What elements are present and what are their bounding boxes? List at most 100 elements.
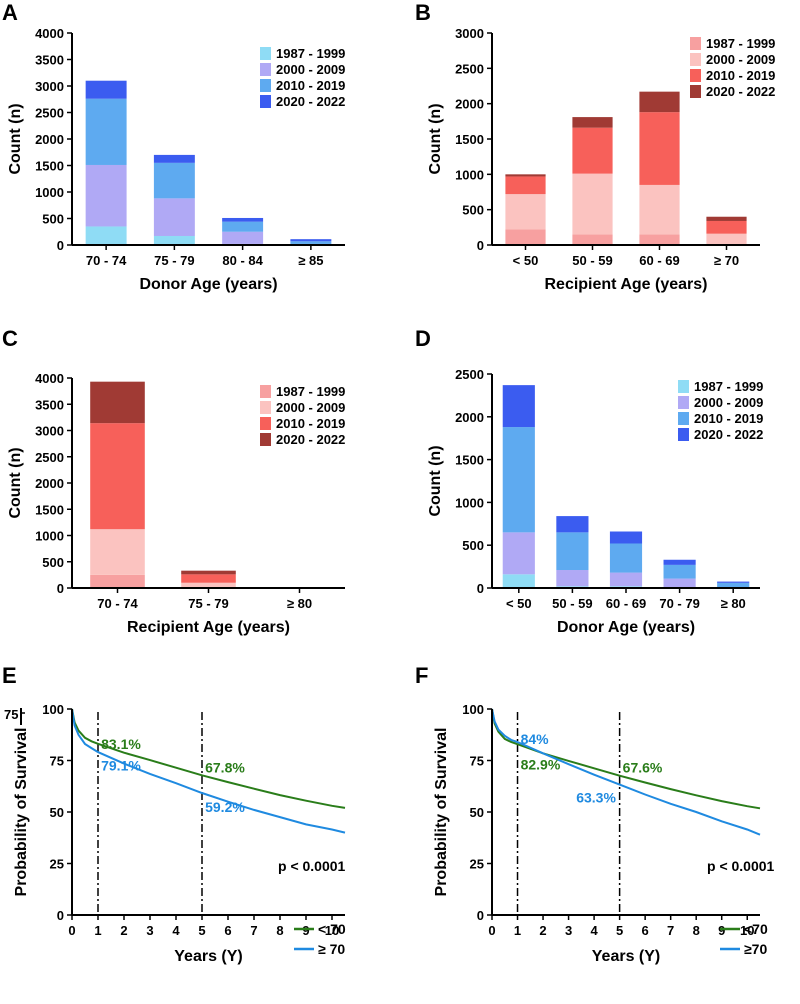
panel-a-bar-segment — [153, 162, 195, 199]
panel-e-y-axis-title: Probability of Survival — [13, 728, 30, 897]
panel-letter-f: F — [415, 663, 428, 688]
panel-f-legend-label: ≥70 — [744, 941, 767, 957]
panel-b-bar-segment — [505, 194, 546, 230]
panel-d-y-tick-label: 2000 — [455, 410, 484, 425]
panel-d-bar-segment — [717, 582, 750, 588]
panel-f-y-tick-label: 25 — [470, 857, 484, 872]
panel-letter-c: C — [2, 326, 18, 351]
panel-c-bar-segment — [90, 529, 145, 575]
panel-b-bar-segment — [706, 216, 747, 221]
panel-f-x-tick-label: 10 — [740, 923, 754, 938]
panel-c-y-tick-label: 2000 — [35, 476, 64, 491]
panel-d-legend-label: 1987 - 1999 — [694, 379, 763, 394]
panel-d-bar-segment — [663, 564, 696, 579]
panel-a-x-tick-label: ≥ 85 — [298, 253, 323, 268]
panel-d-legend-swatch — [678, 412, 689, 425]
panel-a-bar-segment — [290, 239, 332, 242]
panel-e-x-tick-label: 3 — [146, 923, 153, 938]
panel-c: 0 500 1000 1500 2000 2500 3000 3500 4000 Recipien… — [7, 371, 345, 636]
panel-e-x-tick-label: 2 — [120, 923, 127, 938]
panel-c-x-tick-label: ≥ 80 — [287, 596, 312, 611]
panel-c-x-tick-label: 75 - 79 — [188, 596, 228, 611]
panel-c-bar-segment — [181, 574, 236, 583]
panel-c-y-tick-label: 500 — [42, 555, 64, 570]
panel-c-legend-swatch — [260, 385, 271, 398]
panel-b-y-tick-label: 3000 — [455, 26, 484, 41]
panel-d-legend-swatch — [678, 428, 689, 441]
panel-a-x-tick-label: 70 - 74 — [86, 253, 127, 268]
panel-a-legend-label: 1987 - 1999 — [276, 46, 345, 61]
panel-f-curve-under-70 — [491, 708, 761, 810]
panel-b-bar-segment — [505, 229, 546, 245]
panel-b-bar-segment — [639, 112, 680, 185]
panel-c-bar-segment — [181, 570, 236, 575]
panel-c-legend-label: 2000 - 2009 — [276, 400, 345, 415]
panel-d-bar-segment — [502, 385, 535, 428]
panel-c-bar-segment — [181, 582, 236, 588]
panel-f-x-tick-label: 3 — [565, 923, 572, 938]
panel-b-legend-swatch — [690, 37, 701, 50]
panel-a-legend-swatch — [260, 63, 271, 76]
panel-d-bar-segment — [556, 516, 589, 533]
panel-c-legend-swatch — [260, 417, 271, 430]
panel-e-x-tick-label: 8 — [276, 923, 283, 938]
panel-b-bar-segment — [505, 176, 546, 195]
panel-letter-d: D — [415, 326, 431, 351]
panel-c-legend-swatch — [260, 401, 271, 414]
panel-f-y-tick-label: 75 — [470, 754, 484, 769]
panel-e-annotation: 59.2% — [205, 799, 245, 815]
panel-b-legend-label: 2000 - 2009 — [706, 52, 775, 67]
panel-c-bar-segment — [90, 381, 145, 424]
panel-e-x-axis-title: Years (Y) — [174, 948, 242, 965]
panel-a-x-axis-title: Donor Age (years) — [139, 276, 277, 293]
panel-d-legend-label: 2020 - 2022 — [694, 427, 763, 442]
panel-c-y-tick-label: 2500 — [35, 450, 64, 465]
panel-b-x-axis-title: Recipient Age (years) — [544, 276, 707, 293]
panel-a-y-tick-label: 0 — [57, 238, 64, 253]
panel-c-y-tick-label: 1000 — [35, 529, 64, 544]
panel-b-y-tick-label: 1000 — [455, 167, 484, 182]
panel-e-y-tick-label: 25 — [50, 857, 64, 872]
stray-axis-label: 75 — [4, 707, 18, 722]
panel-d-bar-segment — [502, 574, 535, 588]
panel-f-y-axis-title: Probability of Survival — [433, 728, 450, 897]
panel-c-y-tick-label: 1500 — [35, 502, 64, 517]
panel-a-y-tick-label: 2500 — [35, 106, 64, 121]
panel-e-annotation: 83.1% — [101, 736, 141, 752]
panel-c-bar-segment — [90, 574, 145, 588]
panel-d-x-tick-label: < 50 — [506, 596, 532, 611]
panel-a-bar-segment — [153, 235, 195, 245]
panel-d-x-tick-label: 60 - 69 — [606, 596, 646, 611]
panel-a-legend-label: 2000 - 2009 — [276, 62, 345, 77]
panel-d-y-tick-label: 1000 — [455, 495, 484, 510]
panel-letter-e: E — [2, 663, 17, 688]
panel-a-y-tick-label: 500 — [42, 212, 64, 227]
panel-d-bar-segment — [556, 532, 589, 571]
panel-b-bar-segment — [706, 233, 747, 245]
panel-e-x-tick-label: 1 — [94, 923, 101, 938]
panel-d-bar-segment — [502, 532, 535, 575]
panel-e-annotation: 67.8% — [205, 760, 245, 776]
panel-b-legend-label: 2010 - 2019 — [706, 68, 775, 83]
panel-a: 0 500 1000 1500 2000 2500 3000 3500 4000 Donor Ag… — [7, 26, 345, 293]
panel-a-bar-segment — [153, 154, 195, 163]
panel-a-y-tick-label: 3000 — [35, 79, 64, 94]
panel-b-bar-segment — [639, 184, 680, 235]
panel-e-legend-label: < 70 — [318, 921, 346, 937]
panel-d-x-tick-label: 70 - 79 — [659, 596, 699, 611]
panel-d-legend-swatch — [678, 396, 689, 409]
panel-d-y-tick-label: 0 — [477, 581, 484, 596]
panel-f-y-tick-label: 50 — [470, 805, 484, 820]
panel-d-legend-label: 2000 - 2009 — [694, 395, 763, 410]
panel-d-bar-segment — [556, 570, 589, 587]
panel-f-x-tick-label: 8 — [693, 923, 700, 938]
panel-f-annotation: 84% — [521, 731, 550, 747]
panel-b-legend-swatch — [690, 53, 701, 66]
panel-a-bar-segment — [85, 226, 127, 245]
panel-c-legend-label: 1987 - 1999 — [276, 384, 345, 399]
panel-a-bar-segment — [153, 198, 195, 236]
panel-a-x-tick-label: 75 - 79 — [154, 253, 194, 268]
panel-f-p-value: p < 0.0001 — [707, 858, 775, 874]
